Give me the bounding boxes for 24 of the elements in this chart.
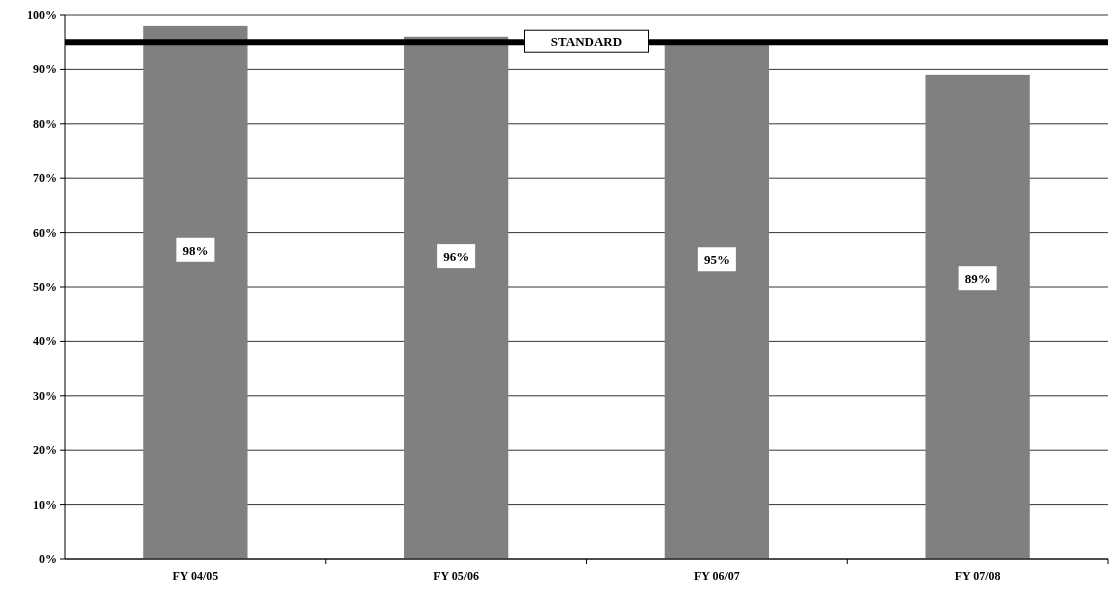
- x-tick-label: FY 05/06: [433, 569, 480, 583]
- y-tick-label: 0%: [39, 552, 57, 566]
- y-tick-label: 40%: [33, 334, 57, 349]
- x-tick-label: FY 07/08: [954, 569, 1001, 583]
- bar: [664, 42, 770, 559]
- data-label: 98%: [182, 242, 209, 258]
- data-label: 95%: [703, 252, 730, 268]
- y-tick-label: 20%: [33, 443, 57, 458]
- x-tick-label: FY 04/05: [172, 569, 219, 583]
- y-tick-label: 80%: [33, 116, 57, 131]
- y-tick-label: 100%: [27, 8, 57, 22]
- y-tick-label: 50%: [33, 280, 57, 294]
- x-tick-label: FY 06/07: [693, 569, 740, 583]
- y-tick-label: 10%: [33, 497, 57, 512]
- y-tick-label: 30%: [33, 388, 57, 403]
- bar: [403, 36, 509, 559]
- data-label: 96%: [443, 249, 470, 265]
- y-tick-label: 90%: [33, 62, 57, 77]
- bar: [143, 25, 248, 559]
- y-tick-label: 70%: [33, 171, 57, 186]
- bar: [925, 74, 1030, 559]
- ref-line-label: STANDARD: [550, 34, 623, 50]
- y-tick-label: 60%: [33, 225, 57, 240]
- data-label: 89%: [964, 271, 991, 287]
